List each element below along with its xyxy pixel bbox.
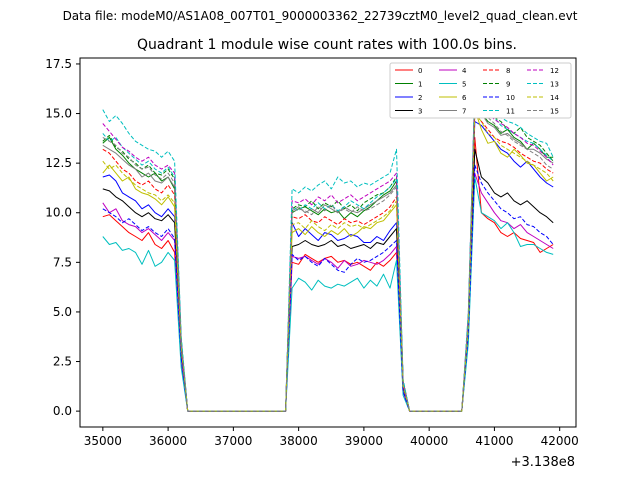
x-offset-label: +3.138e8 xyxy=(511,455,575,470)
series-line-14 xyxy=(102,113,554,412)
series-line-7 xyxy=(102,105,554,412)
x-tick-label: 42000 xyxy=(541,434,579,448)
plot-frame xyxy=(79,57,577,428)
series-line-10 xyxy=(102,164,554,412)
x-tick-label: 36000 xyxy=(149,434,187,448)
legend-label-8: 8 xyxy=(506,67,510,75)
legend-label-0: 0 xyxy=(418,67,422,75)
x-axis: 35000 36000 37000 38000 39000 40000 41000 42000 xyxy=(84,427,579,448)
legend-label-13: 13 xyxy=(550,81,559,89)
y-axis: 0.0 2.5 5.0 7.5 10.0 12.5 15.0 17.5 xyxy=(45,57,80,418)
series-line-4 xyxy=(102,172,554,412)
legend-label-12: 12 xyxy=(550,67,559,75)
legend-box xyxy=(389,62,572,119)
legend-label-3: 3 xyxy=(418,108,422,116)
legend-label-11: 11 xyxy=(506,108,515,116)
legend-label-7: 7 xyxy=(462,108,466,116)
legend-label-15: 15 xyxy=(550,108,559,116)
y-tick-label: 17.5 xyxy=(45,57,72,71)
legend-label-4: 4 xyxy=(462,67,467,75)
y-tick-label: 0.0 xyxy=(53,404,72,418)
x-tick-label: 38000 xyxy=(280,434,318,448)
series-line-5 xyxy=(102,176,554,412)
y-tick-label: 12.5 xyxy=(45,156,72,170)
series-line-8 xyxy=(102,113,554,412)
x-tick-label: 39000 xyxy=(345,434,383,448)
x-tick-label: 40000 xyxy=(410,434,448,448)
y-tick-label: 2.5 xyxy=(53,355,72,369)
legend-label-10: 10 xyxy=(506,94,515,102)
y-tick-label: 7.5 xyxy=(53,255,72,269)
legend-label-6: 6 xyxy=(462,94,467,102)
series-line-0 xyxy=(102,136,554,412)
datafile-label: Data file: modeM0/AS1A08_007T01_90000033… xyxy=(63,9,578,23)
series-line-9 xyxy=(102,93,554,412)
series-layer xyxy=(102,73,554,412)
legend-label-14: 14 xyxy=(550,94,559,102)
chart-title: Quadrant 1 module wise count rates with … xyxy=(137,37,517,53)
x-tick-label: 37000 xyxy=(214,434,252,448)
x-tick-label: 41000 xyxy=(475,434,513,448)
x-tick-label: 35000 xyxy=(84,434,122,448)
legend-label-9: 9 xyxy=(506,81,510,89)
legend-label-2: 2 xyxy=(418,94,422,102)
y-tick-label: 10.0 xyxy=(45,206,72,220)
series-line-13 xyxy=(102,85,554,412)
legend-label-5: 5 xyxy=(462,81,466,89)
y-tick-label: 5.0 xyxy=(53,305,72,319)
legend-label-1: 1 xyxy=(418,81,422,89)
series-line-2 xyxy=(102,121,554,412)
series-line-1 xyxy=(102,101,554,412)
y-tick-label: 15.0 xyxy=(45,107,72,121)
